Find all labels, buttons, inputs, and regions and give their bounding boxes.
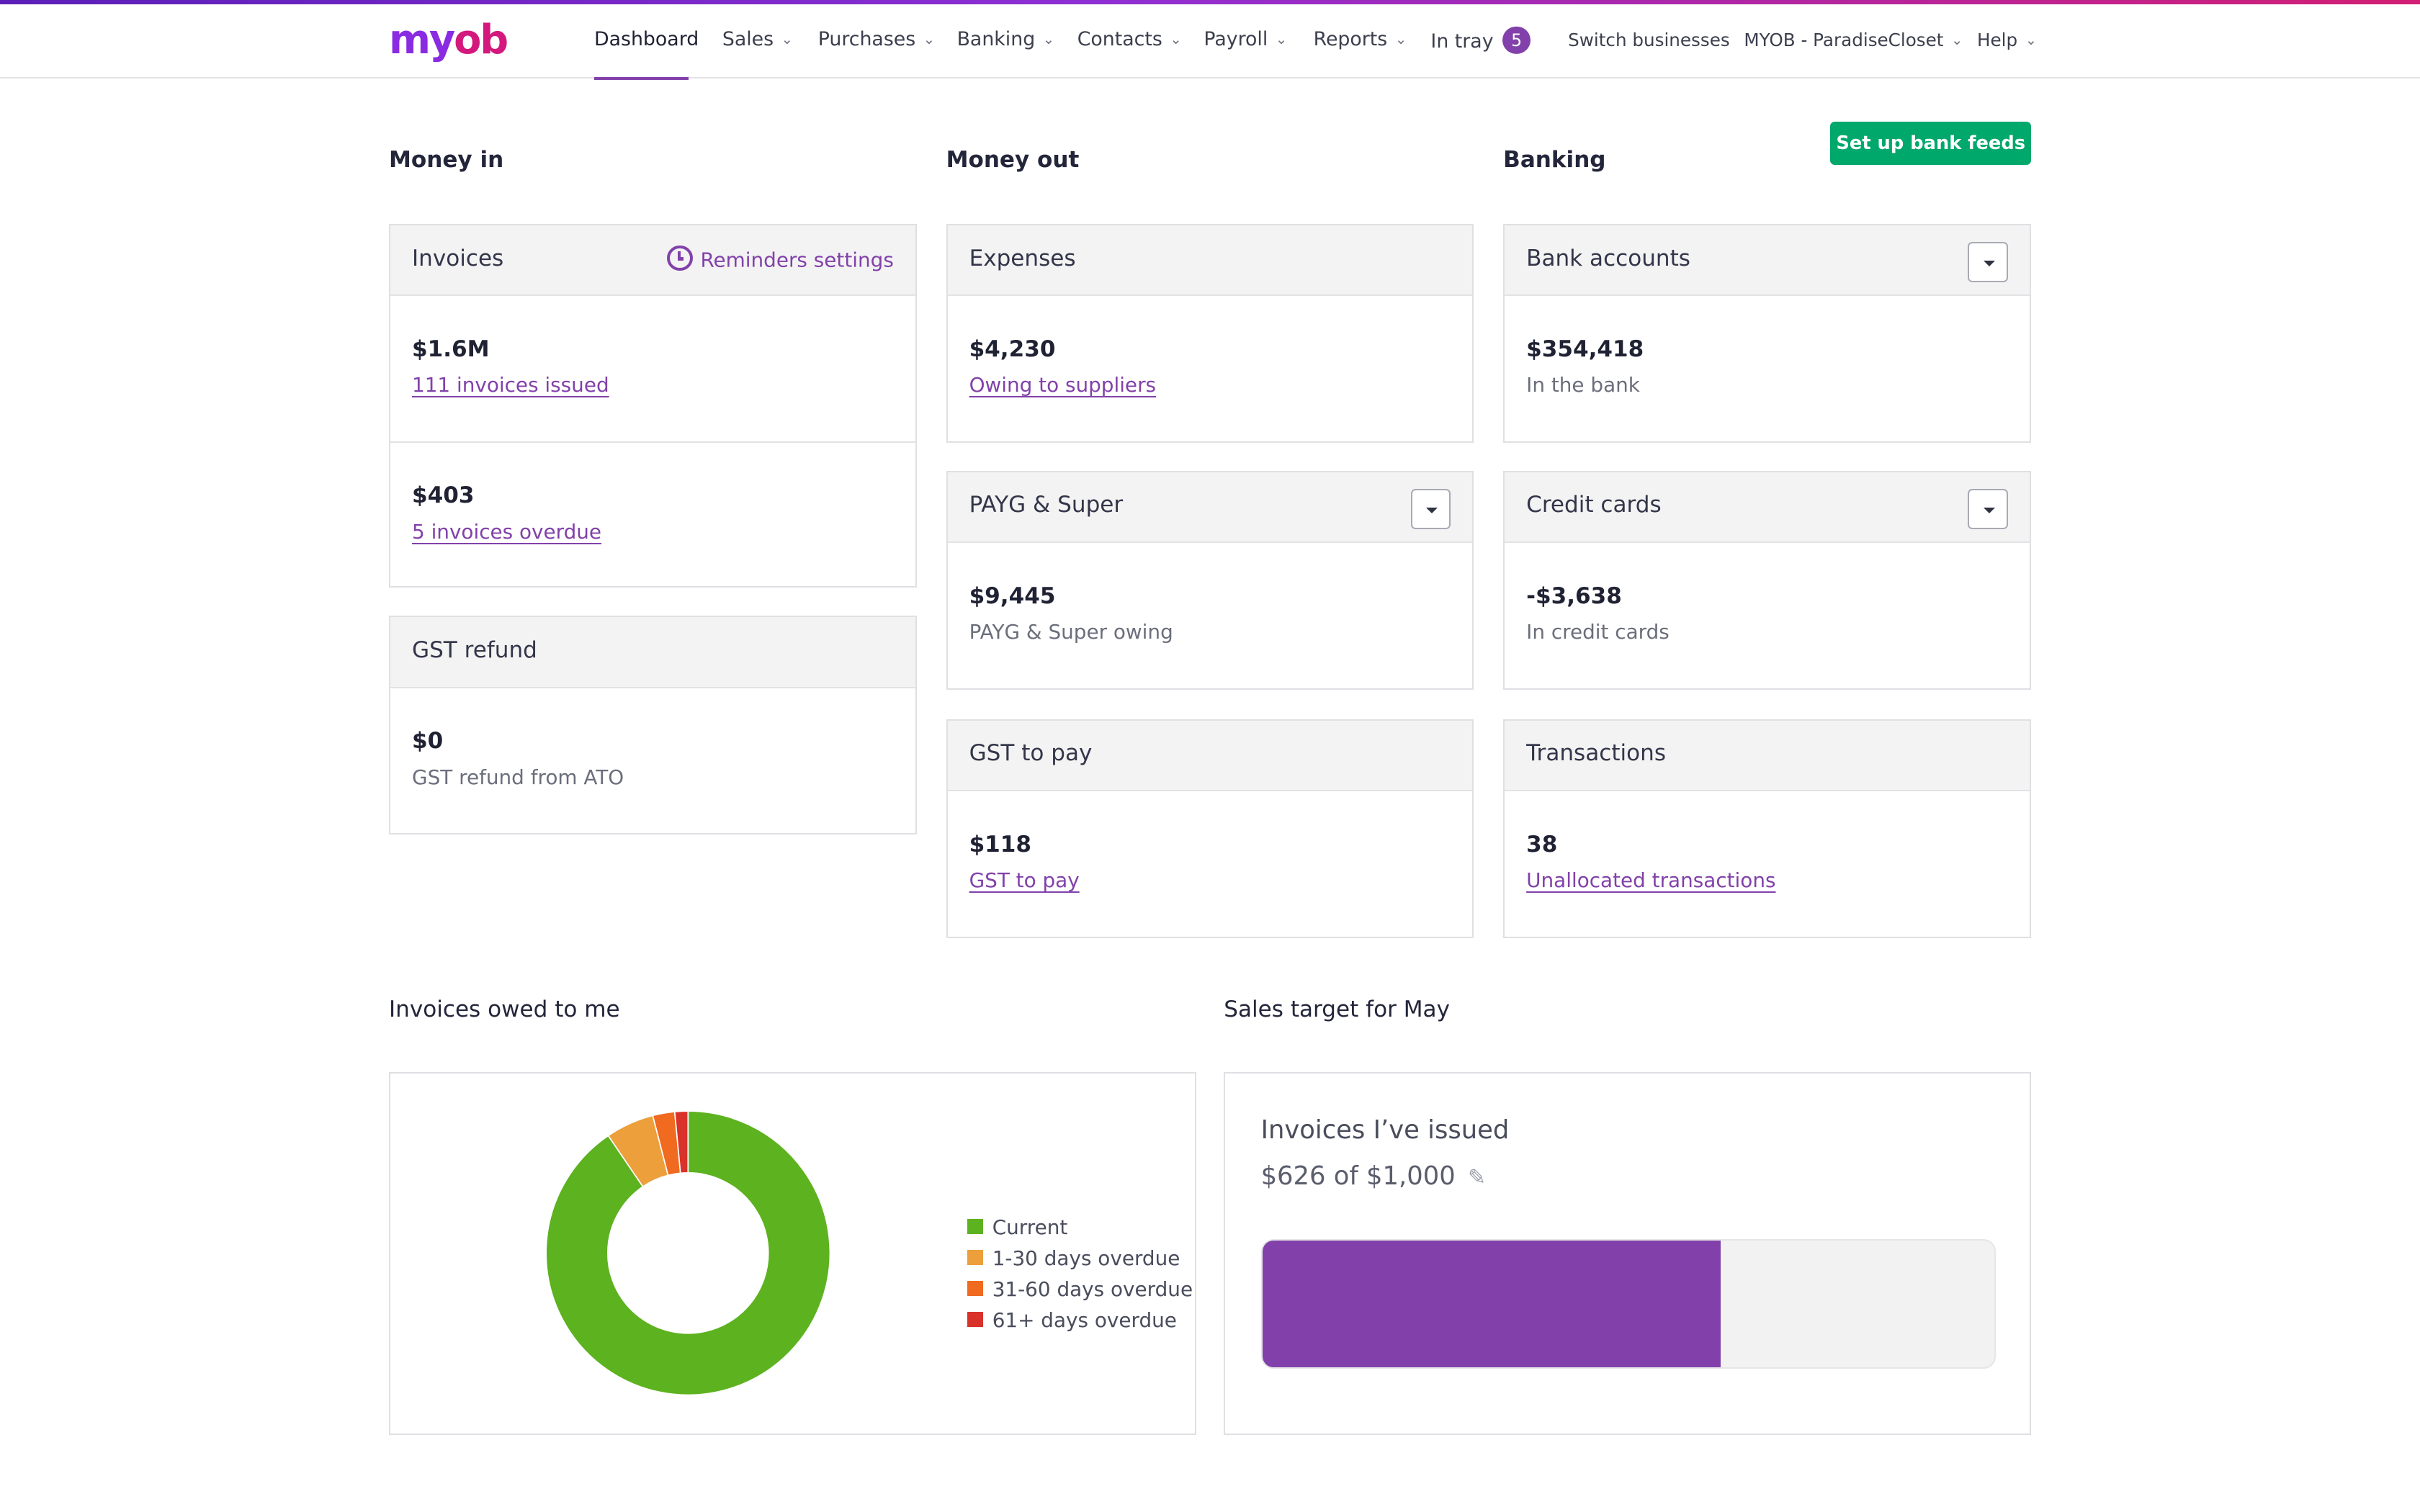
chart-legend: Current 1-30 days overdue 31-60 days overd… bbox=[967, 1215, 1193, 1338]
nav-banking[interactable]: Banking ⌄ bbox=[956, 27, 1055, 50]
invoices-issued-amount: $1.6M bbox=[412, 336, 490, 362]
credit-cards-dropdown-button[interactable] bbox=[1968, 489, 2008, 529]
gst-to-pay-link[interactable]: GST to pay bbox=[969, 868, 1080, 893]
nav-reports[interactable]: Reports ⌄ bbox=[1313, 27, 1407, 50]
gst-refund-card: GST refund $0 GST refund from ATO bbox=[389, 616, 917, 835]
chevron-down-icon: ⌄ bbox=[1170, 30, 1182, 48]
legend-label: 1-30 days overdue bbox=[992, 1246, 1180, 1271]
myob-logo[interactable]: myob bbox=[389, 16, 508, 63]
chevron-down-icon: ⌄ bbox=[1394, 30, 1407, 48]
top-navigation: myob Dashboard Sales ⌄ Purchases ⌄ Banking… bbox=[0, 4, 2420, 81]
bank-accounts-card: Bank accounts $354,418 In the bank bbox=[1503, 223, 2031, 443]
owing-to-suppliers-link[interactable]: Owing to suppliers bbox=[969, 373, 1157, 397]
invoices-overdue-link[interactable]: 5 invoices overdue bbox=[412, 519, 602, 544]
legend-item: Current bbox=[967, 1215, 1193, 1246]
in-tray-count-badge: 5 bbox=[1502, 26, 1531, 54]
expenses-title: Expenses bbox=[969, 245, 1076, 271]
transactions-card: Transactions 38 Unallocated transactions bbox=[1503, 719, 2031, 938]
nav-dashboard[interactable]: Dashboard bbox=[594, 27, 699, 50]
bank-balance-amount: $354,418 bbox=[1526, 336, 1644, 362]
help-menu[interactable]: Help ⌄ bbox=[1977, 29, 2037, 50]
reminders-settings-link[interactable]: Reminders settings bbox=[666, 245, 894, 271]
credit-cards-amount: -$3,638 bbox=[1526, 582, 1622, 609]
unallocated-transactions-link[interactable]: Unallocated transactions bbox=[1526, 868, 1776, 893]
invoices-owed-heading: Invoices owed to me bbox=[389, 996, 620, 1023]
nav-payroll[interactable]: Payroll ⌄ bbox=[1204, 27, 1288, 50]
legend-swatch bbox=[967, 1311, 983, 1327]
gst-refund-title: GST refund bbox=[412, 636, 537, 663]
alarm-clock-icon bbox=[666, 245, 693, 271]
chevron-down-icon: ⌄ bbox=[1042, 30, 1055, 48]
banking-heading: Banking bbox=[1503, 146, 1606, 173]
legend-swatch bbox=[967, 1249, 983, 1266]
sales-target-heading: Sales target for May bbox=[1224, 996, 1450, 1023]
chevron-down-icon: ⌄ bbox=[781, 30, 793, 48]
legend-label: Current bbox=[992, 1215, 1068, 1240]
chevron-down-icon: ⌄ bbox=[2025, 31, 2037, 48]
expenses-amount: $4,230 bbox=[969, 336, 1056, 362]
set-up-bank-feeds-button[interactable]: Set up bank feeds bbox=[1830, 122, 2031, 166]
payg-super-card: PAYG & Super $9,445 PAYG & Super owing bbox=[946, 470, 1474, 690]
legend-label: 31-60 days overdue bbox=[992, 1277, 1193, 1302]
sales-target-panel: Invoices I’ve issued $626 of $1,000 ✎ bbox=[1224, 1072, 2031, 1435]
payg-dropdown-button[interactable] bbox=[1410, 489, 1451, 529]
chevron-down-icon: ⌄ bbox=[923, 30, 936, 48]
pencil-edit-icon[interactable]: ✎ bbox=[1467, 1165, 1486, 1191]
bank-balance-label: In the bank bbox=[1526, 373, 1640, 397]
payg-super-title: PAYG & Super bbox=[969, 492, 1124, 518]
invoices-title: Invoices bbox=[412, 245, 504, 271]
gst-to-pay-title: GST to pay bbox=[969, 740, 1093, 767]
invoices-overdue-amount: $403 bbox=[412, 482, 475, 509]
brand-accent-line bbox=[0, 0, 2420, 5]
money-out-heading: Money out bbox=[946, 146, 1080, 173]
invoices-issued-link[interactable]: 111 invoices issued bbox=[412, 373, 609, 397]
business-selector[interactable]: MYOB - ParadiseCloset ⌄ bbox=[1744, 29, 1963, 50]
transactions-count: 38 bbox=[1526, 831, 1558, 858]
sales-target-label: Invoices I’ve issued bbox=[1260, 1115, 1510, 1146]
invoices-owed-panel: Current 1-30 days overdue 31-60 days overd… bbox=[389, 1072, 1196, 1435]
donut-slice-current[interactable] bbox=[545, 1110, 831, 1395]
legend-swatch bbox=[967, 1219, 983, 1235]
chevron-down-icon: ⌄ bbox=[1275, 30, 1288, 48]
transactions-title: Transactions bbox=[1526, 740, 1667, 767]
invoices-owed-donut-chart bbox=[545, 1110, 831, 1395]
sales-target-progress-bar bbox=[1260, 1238, 1996, 1369]
active-tab-indicator bbox=[594, 77, 689, 81]
expenses-card: Expenses $4,230 Owing to suppliers bbox=[946, 223, 1474, 443]
bank-accounts-title: Bank accounts bbox=[1526, 245, 1690, 271]
credit-cards-card: Credit cards -$3,638 In credit cards bbox=[1503, 470, 2031, 690]
nav-purchases[interactable]: Purchases ⌄ bbox=[817, 27, 936, 50]
chevron-down-icon: ⌄ bbox=[1951, 31, 1963, 48]
donut-slice-61-days-overdue[interactable] bbox=[674, 1110, 689, 1174]
money-in-heading: Money in bbox=[389, 146, 504, 173]
legend-label: 61+ days overdue bbox=[992, 1308, 1177, 1332]
bank-accounts-dropdown-button[interactable] bbox=[1968, 242, 2008, 282]
credit-cards-title: Credit cards bbox=[1526, 492, 1662, 518]
invoices-card: Invoices Reminders settings $1.6M 111 in… bbox=[389, 223, 917, 588]
payg-super-amount: $9,445 bbox=[969, 582, 1056, 609]
legend-item: 1-30 days overdue bbox=[967, 1246, 1193, 1277]
nav-in-tray[interactable]: In tray 5 bbox=[1430, 26, 1531, 56]
gst-to-pay-amount: $118 bbox=[969, 831, 1032, 858]
nav-contacts[interactable]: Contacts ⌄ bbox=[1077, 27, 1182, 50]
sales-target-progress-fill bbox=[1262, 1240, 1721, 1367]
switch-businesses-link[interactable]: Switch businesses bbox=[1568, 29, 1730, 50]
legend-item: 31-60 days overdue bbox=[967, 1277, 1193, 1308]
credit-cards-label: In credit cards bbox=[1526, 620, 1670, 644]
legend-swatch bbox=[967, 1280, 983, 1297]
nav-sales[interactable]: Sales ⌄ bbox=[722, 27, 793, 50]
payg-super-label: PAYG & Super owing bbox=[969, 620, 1173, 644]
gst-refund-amount: $0 bbox=[412, 728, 444, 755]
gst-to-pay-card: GST to pay $118 GST to pay bbox=[946, 719, 1474, 938]
sales-target-amount: $626 of $1,000 ✎ bbox=[1260, 1161, 1486, 1192]
legend-item: 61+ days overdue bbox=[967, 1308, 1193, 1339]
gst-refund-label: GST refund from ATO bbox=[412, 765, 624, 789]
